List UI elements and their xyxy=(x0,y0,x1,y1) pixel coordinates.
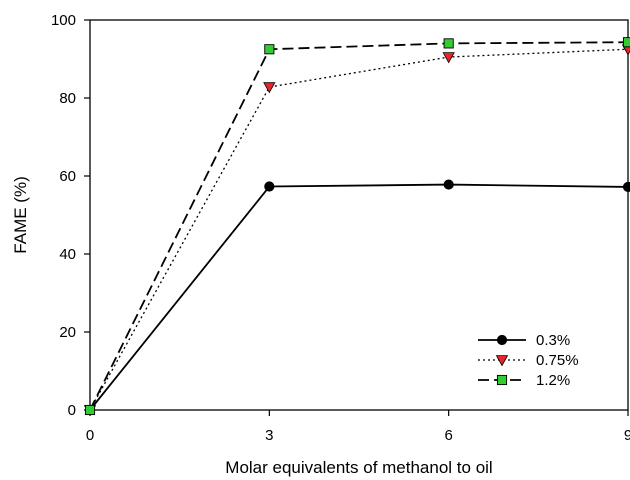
x-tick-label: 9 xyxy=(624,427,630,444)
data-point xyxy=(622,37,630,48)
data-point xyxy=(443,179,454,190)
legend-label: 1.2% xyxy=(536,372,570,389)
y-tick-label: 60 xyxy=(59,168,76,185)
legend-marker xyxy=(496,334,508,346)
data-point xyxy=(264,181,275,192)
series-line xyxy=(89,41,629,411)
x-tick-label: 3 xyxy=(265,427,273,444)
y-tick-label: 80 xyxy=(59,90,76,107)
data-point xyxy=(263,82,276,94)
series-2 xyxy=(84,37,630,416)
legend-marker xyxy=(495,355,509,367)
chart-axes xyxy=(89,19,629,411)
y-tick-label: 40 xyxy=(59,246,76,263)
plot-frame xyxy=(89,19,629,411)
legend-marker xyxy=(496,374,508,386)
data-point xyxy=(622,181,630,193)
legend-item: 1.2% xyxy=(478,372,570,389)
x-tick-label: 0 xyxy=(86,427,94,444)
chart-series xyxy=(83,37,630,417)
series-line xyxy=(89,183,629,411)
x-tick-label: 6 xyxy=(444,427,452,444)
chart-legend: 0.3% 0.75% 1.2% xyxy=(478,332,579,389)
y-axis-title: FAME (%) xyxy=(11,176,30,253)
data-point xyxy=(264,44,275,55)
legend-label: 0.75% xyxy=(536,352,579,369)
data-point xyxy=(442,52,455,64)
data-point xyxy=(84,404,96,416)
chart-ticks: 0 3 6 9 0 20 40 60 80 100 xyxy=(51,12,630,444)
legend-item: 0.75% xyxy=(478,352,579,369)
y-tick-label: 20 xyxy=(59,324,76,341)
data-point xyxy=(443,38,454,49)
legend-item: 0.3% xyxy=(478,332,570,349)
y-tick-label: 0 xyxy=(68,402,76,419)
series-line xyxy=(89,48,629,411)
legend-label: 0.3% xyxy=(536,332,570,349)
x-axis-title: Molar equivalents of methanol to oil xyxy=(225,458,492,477)
y-tick-label: 100 xyxy=(51,12,76,29)
